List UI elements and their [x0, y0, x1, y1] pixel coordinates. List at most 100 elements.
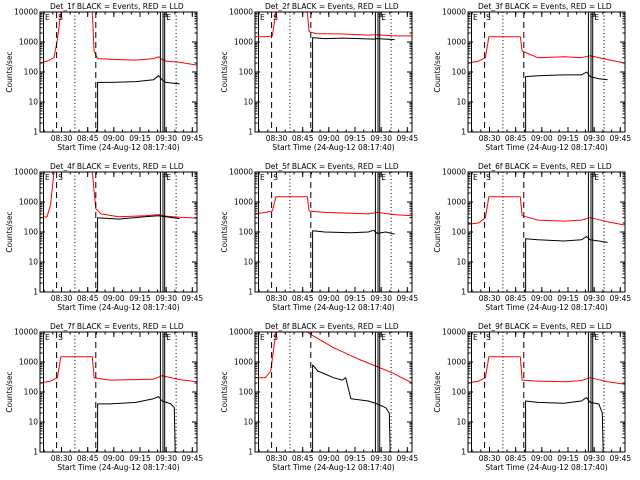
y-tick-label: 1000 [19, 198, 38, 207]
y-tick-label: 10 [28, 418, 38, 427]
x-tick-label: 09:30 [370, 454, 392, 463]
x-tick-label: 09:30 [583, 134, 605, 143]
marker-label-e: E [45, 333, 50, 342]
x-tick-label: 08:45 [292, 134, 314, 143]
plot-area [40, 12, 197, 132]
series-line-lld [40, 172, 197, 219]
x-tick-label: 08:30 [479, 294, 501, 303]
plot-area [255, 332, 412, 452]
y-tick-label: 10000 [229, 8, 253, 17]
y-tick-label: 1 [248, 448, 253, 457]
marker-label-f: F [162, 13, 166, 22]
marker-label-s: S [58, 173, 63, 182]
x-tick-label: 08:30 [479, 134, 501, 143]
y-tick-label: 1 [461, 288, 466, 297]
y-tick-label: 10 [456, 98, 466, 107]
plot-area [468, 172, 625, 292]
x-tick-label: 09:00 [531, 294, 553, 303]
marker-label-e: E [166, 333, 171, 342]
marker-label-e: E [45, 173, 50, 182]
x-tick-label: 08:45 [505, 134, 527, 143]
x-axis-label: Start Time (24-Aug-12 08:17:40) [485, 463, 607, 472]
series-line-lld [255, 196, 412, 217]
plot-frame [254, 11, 413, 133]
series-line-events [97, 75, 180, 132]
y-tick-label: 100 [239, 388, 254, 397]
series-line-lld [255, 332, 412, 384]
y-tick-label: 10000 [14, 328, 38, 337]
marker-label-s: S [486, 333, 491, 342]
y-tick-label: 100 [239, 68, 254, 77]
x-tick-label: 09:00 [318, 454, 340, 463]
x-tick-label: 08:45 [292, 454, 314, 463]
x-tick-label: 08:45 [292, 294, 314, 303]
x-tick-label: 09:45 [182, 134, 204, 143]
marker-label-f: F [162, 333, 166, 342]
marker-label-s: S [486, 13, 491, 22]
x-tick-label: 09:45 [182, 454, 204, 463]
x-tick-label: 08:30 [51, 454, 73, 463]
x-tick-label: 09:15 [344, 294, 366, 303]
y-tick-label: 10000 [229, 168, 253, 177]
marker-label-e: E [166, 13, 171, 22]
y-axis-label: Counts/sec [433, 51, 442, 92]
series-line-events [97, 396, 176, 452]
y-axis-label: Counts/sec [220, 211, 229, 252]
x-tick-label: 09:15 [129, 294, 151, 303]
marker-label-e: E [473, 333, 478, 342]
series-line-lld [40, 356, 197, 384]
y-tick-label: 10000 [442, 328, 466, 337]
y-tick-label: 1000 [447, 198, 466, 207]
x-tick-label: 08:30 [266, 134, 288, 143]
x-axis-label: Start Time (24-Aug-12 08:17:40) [57, 143, 179, 152]
plot-frame [39, 171, 198, 293]
y-tick-label: 1 [248, 128, 253, 137]
marker-label-f: F [590, 173, 594, 182]
x-tick-label: 09:15 [129, 454, 151, 463]
y-tick-label: 1000 [19, 358, 38, 367]
x-tick-label: 09:15 [557, 134, 579, 143]
y-tick-label: 1 [461, 128, 466, 137]
x-tick-label: 09:00 [103, 454, 125, 463]
marker-label-s: S [273, 333, 278, 342]
y-axis-label: Counts/sec [220, 51, 229, 92]
y-tick-label: 1000 [19, 38, 38, 47]
series-line-events [525, 71, 608, 132]
y-axis-label: Counts/sec [5, 51, 14, 92]
x-tick-label: 09:00 [103, 134, 125, 143]
marker-label-f: F [377, 333, 381, 342]
y-axis-label: Counts/sec [5, 371, 14, 412]
marker-label-f: F [590, 13, 594, 22]
x-tick-label: 09:15 [557, 454, 579, 463]
series-line-events [312, 229, 395, 292]
x-axis-label: Start Time (24-Aug-12 08:17:40) [485, 143, 607, 152]
series-line-events [525, 397, 604, 452]
marker-label-s: S [273, 13, 278, 22]
x-axis-label: Start Time (24-Aug-12 08:17:40) [57, 303, 179, 312]
y-axis-label: Counts/sec [5, 211, 14, 252]
x-tick-label: 09:15 [344, 454, 366, 463]
x-tick-label: 09:45 [182, 294, 204, 303]
marker-label-s: S [58, 13, 63, 22]
x-tick-label: 09:45 [610, 294, 632, 303]
y-tick-label: 1000 [447, 38, 466, 47]
x-axis-label: Start Time (24-Aug-12 08:17:40) [272, 143, 394, 152]
marker-label-e: E [473, 173, 478, 182]
plot-area [468, 12, 625, 132]
x-tick-label: 08:30 [51, 134, 73, 143]
series-line-lld [468, 36, 625, 64]
marker-label-f: F [377, 173, 381, 182]
x-tick-label: 08:45 [77, 294, 99, 303]
y-tick-label: 10 [243, 418, 253, 427]
chart-title: Det_4f BLACK = Events, RED = LLD [50, 162, 184, 171]
x-tick-label: 09:30 [155, 454, 177, 463]
chart-title: Det_7f BLACK = Events, RED = LLD [50, 322, 184, 331]
y-tick-label: 10000 [442, 8, 466, 17]
x-tick-label: 08:45 [505, 454, 527, 463]
marker-label-s: S [273, 173, 278, 182]
plot-frame [254, 331, 413, 453]
plot-area [255, 12, 412, 132]
